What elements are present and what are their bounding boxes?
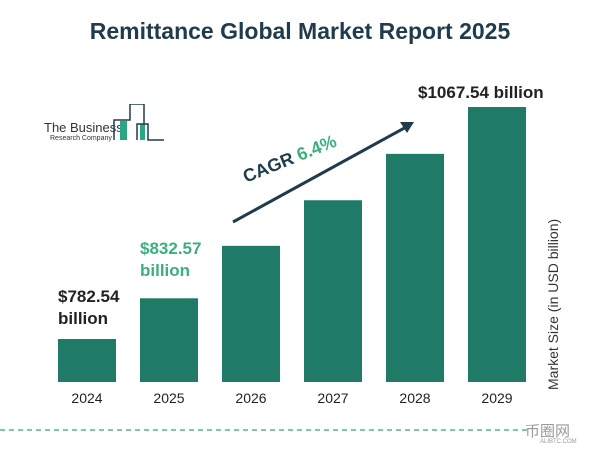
y-axis-label: Market Size (in USD billion) xyxy=(545,218,561,390)
cagr-arrow xyxy=(232,124,409,224)
cagr-arrowhead-icon xyxy=(400,122,414,133)
bar-2024 xyxy=(58,339,116,382)
data-label-2025: $832.57 billion xyxy=(140,239,202,280)
data-label-2029: $1067.54 billion xyxy=(418,83,544,102)
logo-buildings-icon xyxy=(113,104,164,141)
x-tick-2029: 2029 xyxy=(481,390,512,406)
x-tick-2025: 2025 xyxy=(153,390,184,406)
bar-2028 xyxy=(386,153,444,382)
x-tick-2028: 2028 xyxy=(399,390,430,406)
x-tick-2026: 2026 xyxy=(235,390,266,406)
data-label-2024: $782.54 billion xyxy=(58,287,120,328)
x-tick-2027: 2027 xyxy=(317,390,348,406)
x-tick-2024: 2024 xyxy=(71,390,102,406)
bar-2029 xyxy=(468,107,526,383)
watermark: 币圈网 xyxy=(525,423,571,440)
bar-2025 xyxy=(140,298,198,382)
watermark-sub: ALIBTC.COM xyxy=(540,439,577,445)
logo-line1: The Business xyxy=(44,120,123,135)
logo-line2: Research Company xyxy=(50,135,112,142)
chart-title: Remittance Global Market Report 2025 xyxy=(89,18,511,44)
bar-2027 xyxy=(304,200,362,382)
bar-2026 xyxy=(222,245,280,382)
